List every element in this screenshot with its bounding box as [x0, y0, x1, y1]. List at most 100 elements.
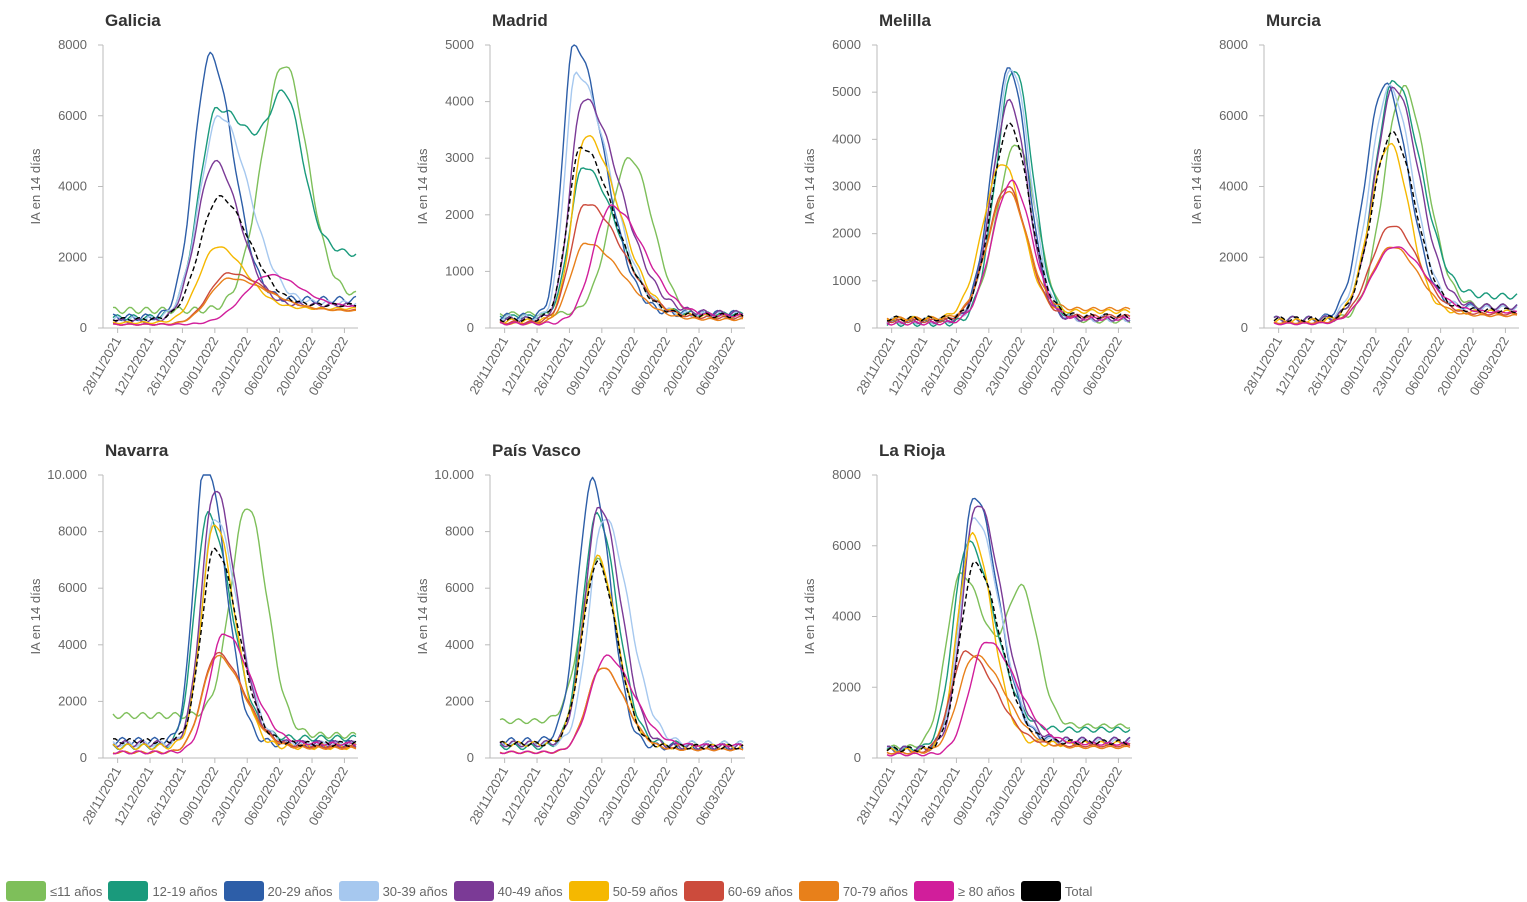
series-line-11-anos	[886, 144, 1131, 324]
series-line-12-19-anos	[886, 540, 1131, 753]
series-line-12-19-anos	[112, 89, 357, 321]
legend-label: 50-59 años	[612, 883, 678, 899]
series-line-50-59-anos	[886, 531, 1131, 755]
legend-item[interactable]: ≥ 80 años	[913, 881, 1015, 901]
panel-title: Murcia	[1266, 11, 1321, 30]
series-line-80-anos	[886, 641, 1131, 757]
series-line-20-29-anos	[499, 476, 744, 751]
series-line-20-29-anos	[112, 474, 357, 748]
y-axis-label: IA en 14 días	[802, 578, 817, 654]
y-tick-label: 6000	[445, 580, 474, 595]
series-line-50-59-anos	[886, 164, 1131, 322]
series-line-30-39-anos	[499, 71, 744, 322]
legend-swatch	[913, 881, 954, 901]
y-tick-label: 4000	[1219, 179, 1248, 194]
legend-swatch	[108, 881, 149, 901]
y-tick-label: 10.000	[434, 467, 474, 482]
series-line-11-anos	[112, 508, 357, 740]
series-line-70-79-anos	[112, 277, 357, 326]
y-tick-label: 1000	[832, 273, 861, 288]
y-tick-label: 0	[80, 320, 87, 335]
series-line-total	[886, 122, 1131, 322]
series-line-total	[113, 547, 357, 747]
panel-madrid: Madrid 0 1000 2000 3000 4000 5000 IA en 14 días…	[415, 11, 745, 398]
legend-swatch	[1020, 881, 1061, 901]
legend-swatch	[453, 881, 494, 901]
series-line-11-anos	[499, 557, 744, 750]
y-tick-label: 6000	[58, 580, 87, 595]
series-line-70-79-anos	[886, 654, 1131, 755]
series-line-20-29-anos	[887, 497, 1131, 753]
series-line-30-39-anos	[112, 519, 357, 748]
series-line-30-39-anos	[886, 69, 1131, 325]
y-tick-label: 8000	[1219, 37, 1248, 52]
legend-label: 70-79 años	[842, 883, 908, 899]
panel-title: País Vasco	[492, 441, 581, 460]
panel-melilla: Melilla 0 1000 2000 3000 4000 5000 6000 IA en 14…	[802, 11, 1132, 398]
y-tick-label: 2000	[832, 679, 861, 694]
legend-item[interactable]: 40-49 años	[453, 881, 563, 901]
series-line-80-anos	[112, 633, 357, 755]
chart-legend: ≤11 años 12-19 años 20-29 años 30-39 años 40…	[6, 881, 1098, 901]
panel-navarra: Navarra 0 2000 4000 6000 8000 10.000 IA en 14 d…	[28, 441, 358, 828]
y-axis-label: IA en 14 días	[415, 578, 430, 654]
panel-title: La Rioja	[879, 441, 946, 460]
y-tick-label: 0	[467, 750, 474, 765]
legend-swatch	[223, 881, 264, 901]
legend-swatch	[568, 881, 609, 901]
series-line-30-39-anos	[1273, 83, 1518, 323]
panel-title: Navarra	[105, 441, 169, 460]
y-tick-label: 1000	[445, 263, 474, 278]
series-line-80-anos	[1273, 246, 1518, 326]
legend-item[interactable]: 20-29 años	[223, 881, 333, 901]
y-tick-label: 2000	[58, 249, 87, 264]
series-line-80-anos	[499, 654, 744, 755]
legend-item[interactable]: Total	[1020, 881, 1092, 901]
series-line-20-29-anos	[112, 51, 357, 322]
y-tick-label: 8000	[832, 467, 861, 482]
series-line-80-anos	[499, 204, 744, 326]
legend-item[interactable]: 50-59 años	[568, 881, 678, 901]
legend-item[interactable]: 70-79 años	[798, 881, 908, 901]
series-line-40-49-anos	[886, 505, 1131, 753]
legend-item[interactable]: 60-69 años	[683, 881, 793, 901]
series-line-40-49-anos	[499, 506, 744, 751]
y-axis-label: IA en 14 días	[28, 148, 43, 224]
series-line-60-69-anos	[499, 667, 744, 755]
y-tick-label: 8000	[58, 524, 87, 539]
legend-item[interactable]: 12-19 años	[108, 881, 218, 901]
legend-swatch	[6, 881, 46, 901]
series-line-11-anos	[1273, 85, 1518, 323]
y-tick-label: 2000	[445, 693, 474, 708]
y-tick-label: 2000	[445, 207, 474, 222]
y-tick-label: 6000	[832, 37, 861, 52]
y-tick-label: 6000	[58, 108, 87, 123]
y-tick-label: 4000	[58, 179, 87, 194]
legend-swatch	[798, 881, 839, 901]
y-tick-label: 4000	[445, 94, 474, 109]
series-line-total	[1273, 130, 1518, 323]
series-line-40-49-anos	[112, 490, 357, 748]
series-line-40-49-anos	[886, 98, 1131, 325]
legend-item[interactable]: 30-39 años	[338, 881, 448, 901]
legend-item[interactable]: ≤11 años	[6, 881, 102, 901]
series-line-total	[499, 146, 744, 323]
y-tick-label: 3000	[832, 179, 861, 194]
series-line-80-anos	[112, 273, 356, 326]
series-line-30-39-anos	[499, 518, 744, 748]
series-line-11-anos	[112, 66, 357, 315]
y-tick-label: 2000	[832, 226, 861, 241]
y-tick-label: 3000	[445, 150, 474, 165]
series-line-total	[886, 560, 1131, 753]
panel-title: Madrid	[492, 11, 548, 30]
legend-swatch	[338, 881, 379, 901]
series-line-70-79-anos	[499, 242, 744, 326]
y-axis-label: IA en 14 días	[1189, 148, 1204, 224]
y-tick-label: 2000	[58, 693, 87, 708]
series-line-40-49-anos	[1273, 86, 1518, 323]
y-tick-label: 4000	[832, 131, 861, 146]
